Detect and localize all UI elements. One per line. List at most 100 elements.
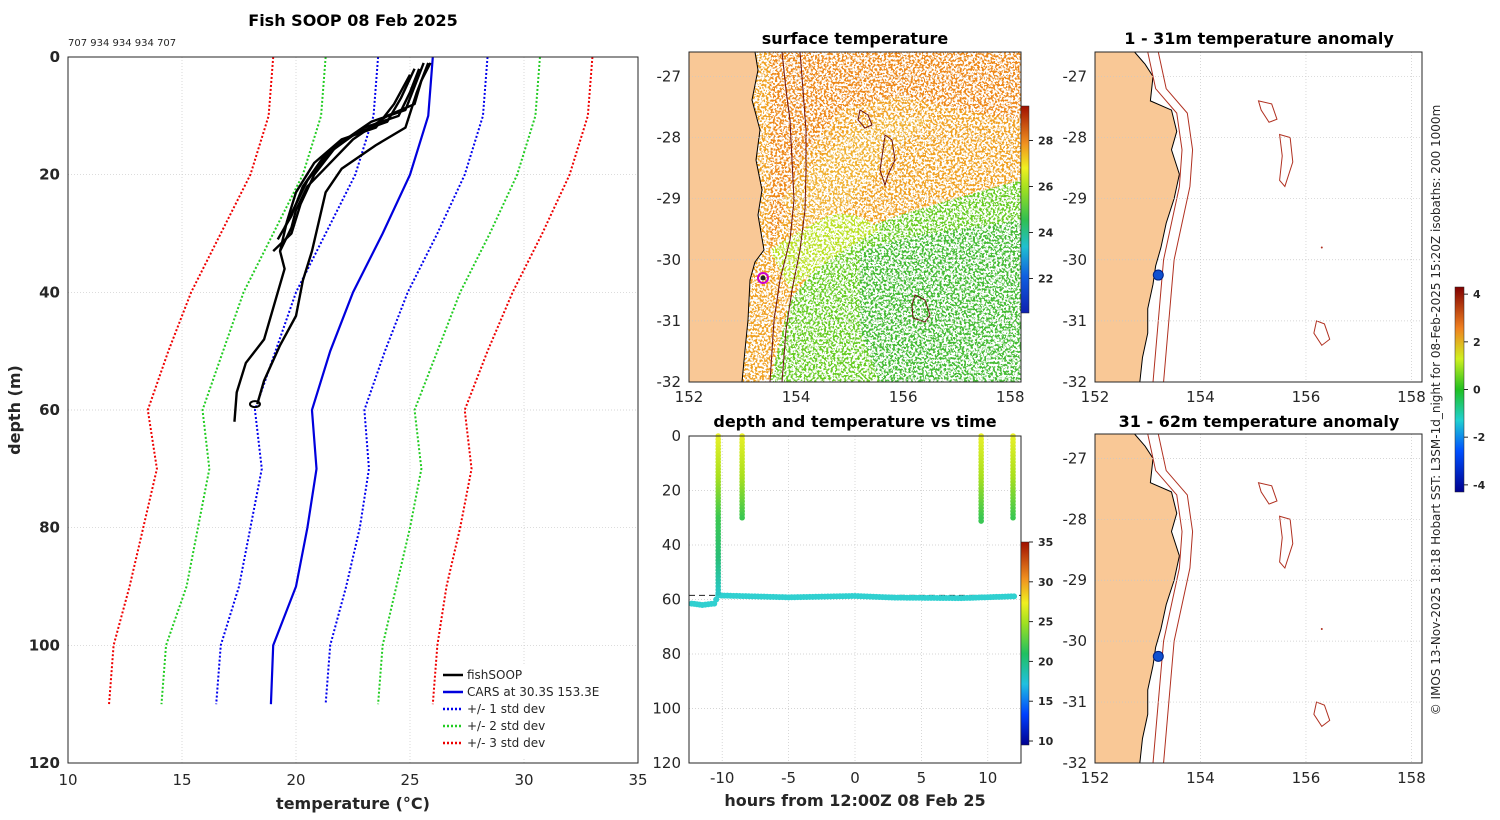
profile-header-note: 707 934 934 934 707 — [68, 38, 176, 49]
depth-time-xlabel: hours from 12:00Z 08 Feb 25 — [724, 791, 985, 810]
profile-ylabel: depth (m) — [5, 365, 24, 455]
profile-series--3-std — [431, 56, 594, 705]
profile-xtick-label: 20 — [286, 771, 305, 789]
anomaly-shallow-seamount — [1313, 320, 1331, 347]
profile-ytick-label: 40 — [39, 283, 60, 301]
anomaly-shallow-xtick-label: 156 — [1292, 388, 1321, 406]
depth-time-xtick-label: 0 — [850, 769, 860, 787]
depth-time-colorbar-tick-label: 25 — [1038, 616, 1053, 629]
profile-xtick-label: 10 — [58, 771, 77, 789]
sst-xtick-label: 156 — [889, 388, 918, 406]
sst-ytick-label: -32 — [657, 373, 682, 391]
profile-xtick-label: 15 — [172, 771, 191, 789]
profile-ytick-label: 20 — [39, 166, 60, 184]
profile-xtick-label: 25 — [400, 771, 419, 789]
anomaly-shallow-xtick-label: 158 — [1397, 388, 1426, 406]
depth-time-colorbar-tick-label: 15 — [1038, 695, 1053, 708]
sst-colorbar — [1020, 105, 1030, 314]
fishsoop-profile-line — [256, 62, 430, 405]
anomaly-shallow-ytick-label: -28 — [1063, 129, 1088, 147]
anomaly-shallow-ytick-label: -30 — [1063, 251, 1088, 269]
depth-time-ytick-label: 60 — [662, 591, 681, 609]
anomaly-shallow-xtick-label: 154 — [1186, 388, 1215, 406]
anomaly-shallow-land — [1095, 52, 1180, 382]
sst-isobath-200 — [769, 52, 795, 382]
profile-series-cars-mean — [269, 56, 434, 705]
sst-xtick-label: 154 — [782, 388, 811, 406]
anomaly-colorbar-tick-label: 2 — [1473, 336, 1481, 349]
profile-ytick-label: 0 — [50, 48, 60, 66]
profile-frame — [67, 56, 639, 764]
profile-ytick-label: 100 — [29, 636, 60, 654]
anomaly-colorbar-tick-label: -4 — [1473, 479, 1486, 492]
sst-seamount-3 — [911, 294, 931, 323]
anomaly-deep-title: 31 - 62m temperature anomaly — [1119, 412, 1400, 431]
depth-time-ytick-label: 0 — [671, 427, 681, 445]
anomaly-deep-map — [1095, 434, 1331, 763]
legend-item-std3: +/- 3 std dev — [467, 736, 545, 750]
depth-time-xtick-label: 10 — [978, 769, 997, 787]
sst-map-panel: surface temperature — [657, 29, 1054, 406]
profile-series--1-std — [324, 56, 489, 705]
profile-grid — [67, 56, 639, 764]
sst-colorbar-ticks: 22 24 26 28 — [1029, 135, 1054, 286]
depth-time-ytick-label: 80 — [662, 645, 681, 663]
cast-point — [978, 518, 984, 524]
anomaly-deep-isobath-200 — [1147, 434, 1183, 763]
fishsoop-bottom-loop — [248, 400, 261, 409]
credit-side-text: © IMOS 13-Nov-2025 18:18 Hobart SST: L3S… — [1429, 105, 1443, 716]
anomaly-deep-location-marker — [1152, 650, 1164, 662]
sst-location-dot — [760, 275, 766, 281]
sst-isobath-1000 — [781, 52, 807, 382]
anomaly-deep-ytick-label: -32 — [1063, 754, 1088, 772]
anomaly-deep-land — [1095, 434, 1180, 763]
anomaly-colorbar-tick-label: -2 — [1473, 431, 1485, 444]
profile-series--2-std — [160, 56, 327, 705]
anomaly-colorbar — [1454, 286, 1465, 493]
anomaly-shallow-seamount-dot — [1320, 246, 1323, 249]
anomaly-shallow-ticks: 152 154 156 158 -27 -28 -29 -30 -31 -32 — [1063, 67, 1426, 406]
depth-time-xtick-label: 5 — [917, 769, 927, 787]
anomaly-deep-seamount — [1279, 515, 1294, 570]
anomaly-shallow-ytick-label: -32 — [1063, 373, 1088, 391]
anomaly-shallow-ytick-label: -29 — [1063, 190, 1088, 208]
legend-item-std2: +/- 2 std dev — [467, 719, 545, 733]
cast-point — [739, 514, 745, 521]
anomaly-shallow-isobath-200 — [1147, 52, 1183, 382]
sst-ytick-label: -28 — [657, 129, 682, 147]
profile-panel: Fish SOOP 08 Feb 2025 707 934 934 934 70… — [5, 11, 648, 813]
anomaly-shallow-isobath-1000 — [1157, 52, 1194, 382]
anomaly-deep-ticks: 152 154 156 158 -27 -28 -29 -30 -31 -32 — [1063, 449, 1426, 787]
depth-time-title: depth and temperature vs time — [713, 412, 996, 431]
anomaly-deep-xtick-label: 152 — [1081, 769, 1110, 787]
legend-item-std1: +/- 1 std dev — [467, 702, 545, 716]
sst-seamount-1 — [857, 109, 873, 129]
profile-series--2-std — [377, 56, 541, 705]
anomaly-deep-seamount-dot — [1320, 627, 1323, 630]
anomaly-colorbar-tick-label: 4 — [1473, 288, 1481, 301]
fishsoop-profile-line — [278, 62, 432, 252]
anomaly-deep-panel: 31 - 62m temperature anomaly 152 154 156 15… — [1063, 412, 1426, 787]
sst-map-title: surface temperature — [762, 29, 949, 48]
depth-time-xtick-label: -10 — [710, 769, 735, 787]
anomaly-shallow-seamount — [1279, 133, 1294, 188]
sst-colorbar-tick-label: 22 — [1038, 273, 1053, 286]
profile-xlabel: temperature (°C) — [276, 794, 430, 813]
anomaly-deep-xtick-label: 154 — [1186, 769, 1215, 787]
anomaly-deep-ytick-label: -31 — [1063, 693, 1088, 711]
legend-item-fishsoop: fishSOOP — [467, 668, 522, 682]
depth-time-colorbar-tick-label: 30 — [1038, 576, 1054, 589]
anomaly-deep-ytick-label: -28 — [1063, 510, 1088, 528]
profile-legend: fishSOOP CARS at 30.3S 153.3E +/- 1 std … — [437, 664, 619, 759]
sst-location-marker — [757, 272, 769, 284]
anomaly-shallow-ytick-label: -27 — [1063, 67, 1088, 85]
anomaly-shallow-ytick-label: -31 — [1063, 312, 1088, 330]
cast-point — [1010, 514, 1016, 521]
sst-colorbar-tick-label: 24 — [1038, 227, 1054, 240]
sst-xtick-label: 152 — [675, 388, 704, 406]
profile-xtick-label: 35 — [628, 771, 647, 789]
anomaly-deep-seamount — [1257, 482, 1278, 505]
profile-lines — [108, 56, 594, 705]
depth-time-colorbar-ticks: 10 15 20 25 30 35 — [1029, 536, 1054, 748]
